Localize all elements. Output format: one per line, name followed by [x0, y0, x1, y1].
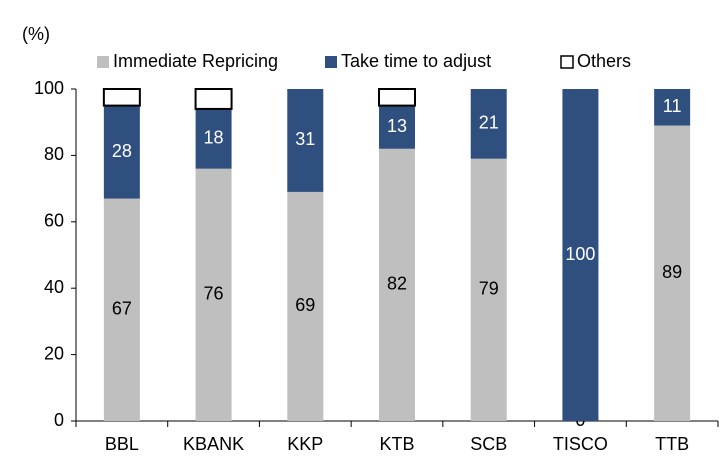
- x-tick-label: SCB: [470, 434, 507, 454]
- data-label: 13: [387, 116, 407, 136]
- bar-segment: [470, 89, 507, 159]
- bar-segment: [194, 88, 233, 110]
- data-label: 67: [112, 299, 132, 319]
- data-label: 100: [565, 244, 595, 264]
- bar-segment: [103, 198, 140, 421]
- bar-segment: [287, 89, 324, 192]
- data-label: 89: [662, 262, 682, 282]
- bar-segment: [562, 89, 599, 421]
- data-label: 31: [295, 129, 315, 149]
- x-tick-label: KBANK: [183, 434, 244, 454]
- data-label: 82: [387, 274, 407, 294]
- bar-segment: [195, 108, 232, 169]
- legend-label: Take time to adjust: [341, 51, 491, 71]
- y-tick-label: 40: [44, 277, 64, 297]
- y-tick-label: 80: [44, 144, 64, 164]
- bar-segment: [654, 89, 691, 126]
- y-tick-label: 100: [34, 78, 64, 98]
- bar-segment: [379, 105, 415, 149]
- y-axis-label: (%): [22, 24, 50, 44]
- data-label: 21: [479, 113, 499, 133]
- data-label: 76: [204, 284, 224, 304]
- data-label: 18: [204, 128, 224, 148]
- legend-swatch: [560, 55, 574, 69]
- data-label: 69: [295, 295, 315, 315]
- bar-segment: [379, 148, 415, 421]
- legend-label: Others: [577, 51, 631, 71]
- bar-segment: [654, 125, 691, 422]
- y-tick-label: 20: [44, 343, 64, 363]
- data-label: 28: [112, 141, 132, 161]
- bar-segment: [378, 88, 416, 107]
- data-label: 11: [663, 96, 682, 116]
- bar-segment: [287, 191, 324, 421]
- legend-swatch: [325, 56, 337, 68]
- data-label: 79: [479, 279, 499, 299]
- x-tick-label: BBL: [105, 434, 139, 454]
- y-tick-label: 0: [54, 410, 64, 430]
- bar-segment: [470, 158, 507, 421]
- legend-label: Immediate Repricing: [113, 51, 278, 71]
- bar-segment: [103, 105, 140, 199]
- x-tick-label: TISCO: [553, 434, 608, 454]
- y-tick-label: 60: [44, 211, 64, 231]
- x-tick-label: TTB: [655, 434, 689, 454]
- bar-segment: [195, 168, 232, 421]
- legend-swatch: [97, 56, 109, 68]
- x-tick-label: KTB: [379, 434, 414, 454]
- bar-segment: [102, 88, 141, 107]
- x-tick-label: KKP: [287, 434, 323, 454]
